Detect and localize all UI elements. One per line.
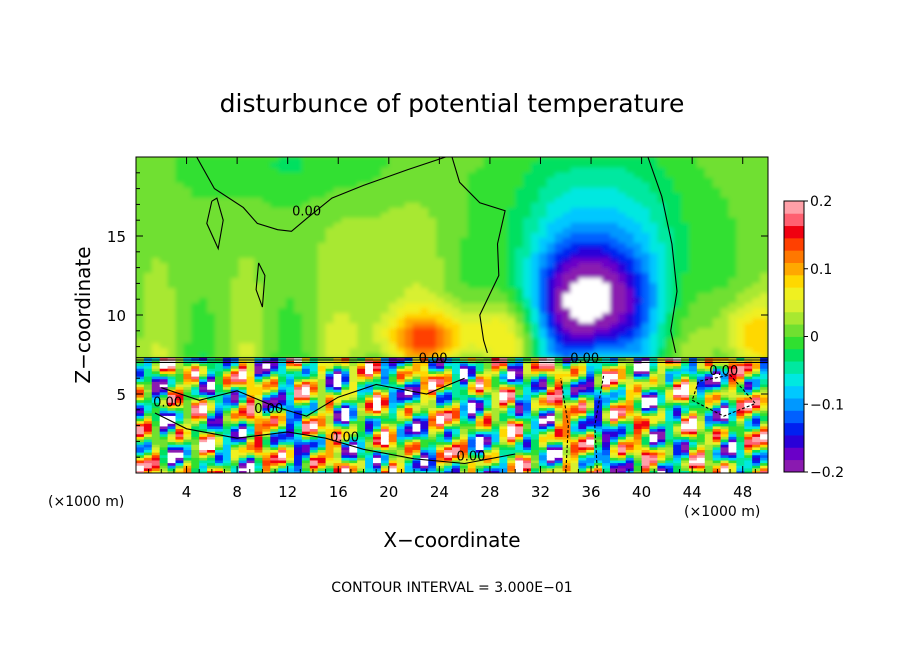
colorbar-swatch <box>784 435 804 448</box>
x-tick-label: 20 <box>379 483 398 501</box>
colorbar-swatch <box>784 225 804 239</box>
contour-line <box>154 412 516 465</box>
colorbar-swatch <box>784 361 804 374</box>
x-axis-label: X−coordinate <box>383 528 520 552</box>
contour-line <box>560 378 569 473</box>
colorbar-swatch <box>784 447 804 461</box>
x-unit-left: (×1000 m) <box>48 494 124 510</box>
contour-label: 0.00 <box>292 204 321 219</box>
contour-labels: 0.00 0.00 0.00 0.00 0.00 0.00 0.00 0.00 <box>153 204 738 464</box>
colorbar-tick-label: 0.2 <box>810 194 832 210</box>
x-tick-label: 32 <box>531 483 550 501</box>
colorbar-swatch <box>784 459 804 473</box>
x-tick-label: 36 <box>581 483 600 501</box>
colorbar-swatch <box>784 299 804 313</box>
colorbar-swatch <box>784 336 804 350</box>
y-tick-label: 15 <box>107 228 126 246</box>
colorbar-swatch <box>784 213 804 227</box>
colorbar-swatch <box>784 262 804 276</box>
x-tick-label: 44 <box>683 483 702 501</box>
colorbar-tick-label: 0 <box>810 330 819 346</box>
contour-line <box>647 157 678 354</box>
contour-label: 0.00 <box>153 396 182 411</box>
colorbar-swatch <box>784 373 804 387</box>
x-tick-label: 4 <box>182 483 192 501</box>
x-tick-label: 8 <box>232 483 242 501</box>
contour-label: 0.00 <box>709 364 738 379</box>
contour-lines <box>136 157 768 473</box>
y-tick-label: 5 <box>116 386 126 404</box>
colorbar-swatch <box>784 348 804 362</box>
colorbar-swatch <box>784 250 804 263</box>
contour-label: 0.00 <box>570 351 599 366</box>
contour-line <box>196 157 446 232</box>
x-tick-label: 12 <box>278 483 297 501</box>
colorbar-swatch <box>784 274 804 288</box>
colorbar-tick-label: −0.2 <box>810 465 844 481</box>
x-tick-label: 16 <box>329 483 348 501</box>
contour-line <box>594 374 605 473</box>
colorbar-swatch <box>784 237 804 251</box>
colorbar-swatch <box>784 287 804 300</box>
colorbar-swatch <box>784 410 804 424</box>
contour-label: 0.00 <box>254 402 283 417</box>
colorbar-swatch <box>784 311 804 325</box>
contour-line <box>255 262 266 308</box>
temperature-field <box>136 157 768 473</box>
x-tick-label: 28 <box>480 483 499 501</box>
contour-interval-note: CONTOUR INTERVAL = 3.000E−01 <box>331 580 572 596</box>
x-unit-right: (×1000 m) <box>684 504 760 520</box>
colorbar-swatch <box>784 422 804 436</box>
x-tick-label: 40 <box>632 483 651 501</box>
x-axis-ticks: 4 8 12 16 20 24 28 32 36 40 44 48 <box>148 157 756 501</box>
y-tick-label: 10 <box>107 307 126 325</box>
x-tick-label: 24 <box>430 483 449 501</box>
y-axis-ticks: 5 10 15 <box>107 172 768 458</box>
colorbar-swatch <box>784 324 804 337</box>
contour-line <box>206 197 224 251</box>
contour-label: 0.00 <box>419 351 448 366</box>
contour-line <box>451 157 506 354</box>
colorbar-swatch <box>784 398 804 411</box>
chart-title: disturbunce of potential temperature <box>220 89 685 118</box>
contour-label: 0.00 <box>330 430 359 445</box>
colorbar-swatch <box>784 385 804 399</box>
colorbar-tick-label: 0.1 <box>810 262 832 278</box>
x-tick-label: 48 <box>733 483 752 501</box>
colorbar-swatch <box>784 201 804 214</box>
contour-label: 0.00 <box>456 449 485 464</box>
colorbar-tick-label: −0.1 <box>810 397 844 413</box>
y-axis-label: Z−coordinate <box>71 246 95 383</box>
contour-line <box>161 377 465 417</box>
colorbar: 0.2 0.1 0 −0.1 −0.2 <box>783 194 844 481</box>
